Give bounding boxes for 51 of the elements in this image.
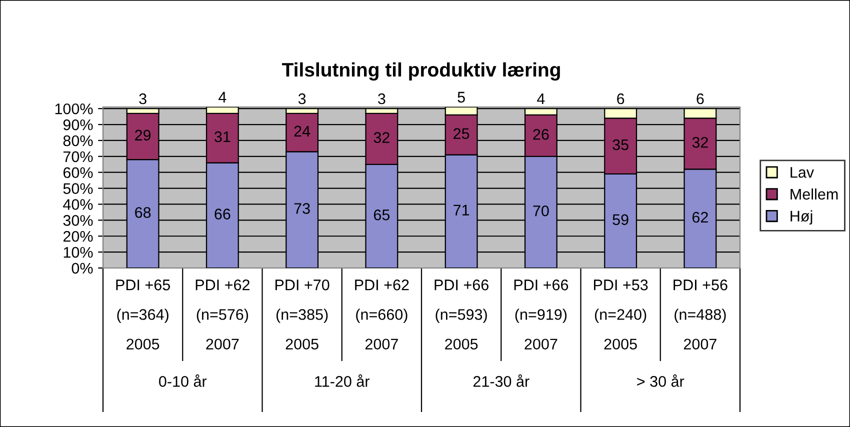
- data-label: 35: [612, 139, 628, 150]
- text: 21-30 år: [473, 374, 530, 387]
- data-label: 5: [458, 92, 465, 103]
- category-label: PDI +62 (n=660) 2007: [355, 280, 409, 350]
- category-label: PDI +66 (n=593) 2005: [434, 280, 488, 350]
- data-label: 31: [214, 131, 230, 142]
- y-tick-label: 30%: [63, 215, 93, 226]
- y-tick-label: 60%: [63, 167, 93, 178]
- y-tick-label: 100%: [55, 103, 93, 114]
- text: 0-10 år: [159, 374, 207, 387]
- category-label: PDI +65 (n=364) 2005: [116, 280, 170, 350]
- data-label: 65: [374, 209, 390, 220]
- legend-label: Mellem: [790, 188, 838, 200]
- data-label: 66: [214, 208, 230, 220]
- data-label: 6: [696, 93, 704, 104]
- category-label: PDI +70 (n=385) 2005: [276, 280, 330, 350]
- y-tick-label: 80%: [63, 135, 93, 146]
- y-tick-label: 70%: [63, 151, 93, 162]
- data-label: 29: [135, 130, 151, 141]
- data-label: 26: [533, 128, 549, 140]
- data-label: 4: [537, 94, 545, 104]
- data-label: 32: [692, 136, 708, 148]
- chart-title: Tilslutning til produktiv læring: [282, 62, 560, 81]
- category-label: PDI +53 (n=240) 2005: [594, 280, 648, 350]
- data-label: 3: [378, 93, 386, 104]
- category-label: PDI +56 (n=488) 2007: [674, 280, 728, 350]
- y-tick-label: 20%: [63, 230, 93, 242]
- y-tick-label: 40%: [63, 199, 93, 210]
- y-tick-label: 0%: [72, 262, 93, 274]
- legend-label: Lav: [790, 167, 814, 178]
- data-label: 70: [533, 205, 549, 216]
- data-label: 62: [692, 212, 708, 223]
- data-label: 24: [294, 126, 310, 136]
- category-label: PDI +66 (n=919) 2007: [514, 280, 568, 350]
- y-tick-label: 10%: [64, 246, 93, 258]
- text: 11-20 år: [315, 374, 370, 387]
- data-label: 3: [298, 93, 306, 104]
- data-label: 4: [218, 92, 226, 102]
- data-label: 59: [612, 214, 628, 226]
- category-label: PDI +62 (n=576) 2007: [196, 280, 250, 350]
- data-label: 71: [454, 204, 470, 216]
- data-label: 25: [454, 128, 470, 139]
- data-label: 73: [294, 203, 310, 214]
- text: > 30 år: [637, 374, 684, 387]
- y-tick-label: 50%: [63, 183, 93, 194]
- data-label: 68: [135, 207, 151, 218]
- legend-label: Høj: [790, 210, 812, 225]
- y-tick-label: 90%: [63, 119, 93, 130]
- data-label: 32: [374, 132, 390, 143]
- data-label: 3: [139, 93, 146, 104]
- data-label: 6: [617, 93, 624, 104]
